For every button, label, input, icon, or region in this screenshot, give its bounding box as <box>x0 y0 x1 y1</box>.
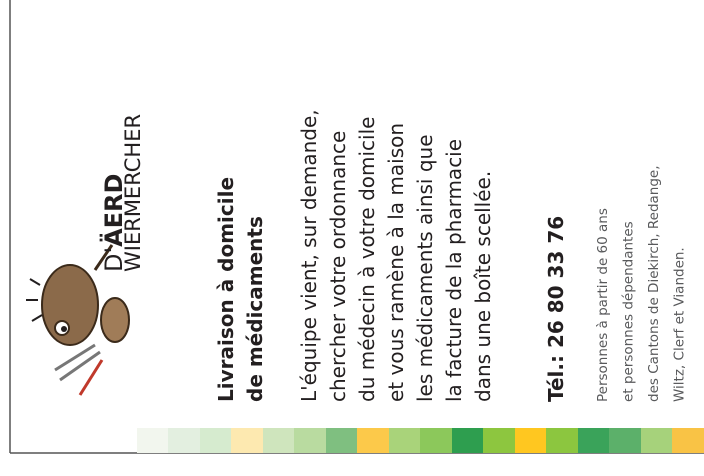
body-line: et vous ramène à la maison <box>384 123 408 402</box>
note-line: des Cantons de Diekirch, Redange, <box>646 165 662 402</box>
note-line: et personnes dépendantes <box>621 221 637 402</box>
logo-subtitle: WIERMERCHER <box>121 114 145 272</box>
body-line: les médicaments ainsi que <box>413 134 437 402</box>
body-line: du médecin à votre domicile <box>355 117 379 402</box>
heading-line: de médicaments <box>243 216 267 402</box>
color-strip <box>137 428 704 453</box>
logo-name: D'ÄERD <box>99 174 128 272</box>
note-line: Wiltz, Clerf et Vianden. <box>672 247 688 402</box>
logo-name-bold: ÄERD <box>99 174 128 247</box>
note-line: Personnes à partir de 60 ans <box>595 208 611 402</box>
heading-line: Livraison à domicile <box>214 177 238 402</box>
body-line: chercher votre ordonnance <box>326 131 350 402</box>
logo-prefix: D' <box>100 247 128 272</box>
body-line: la facture de la pharmacie <box>442 139 466 402</box>
content: Livraison à domicile de médicaments L'équi… <box>214 109 688 402</box>
body-line: dans une boîte scellée. <box>471 171 495 402</box>
body-line: L'équipe vient, sur demande, <box>297 109 321 402</box>
logo-illustration <box>26 244 130 396</box>
phone: Tél.: 26 80 33 76 <box>544 216 568 402</box>
